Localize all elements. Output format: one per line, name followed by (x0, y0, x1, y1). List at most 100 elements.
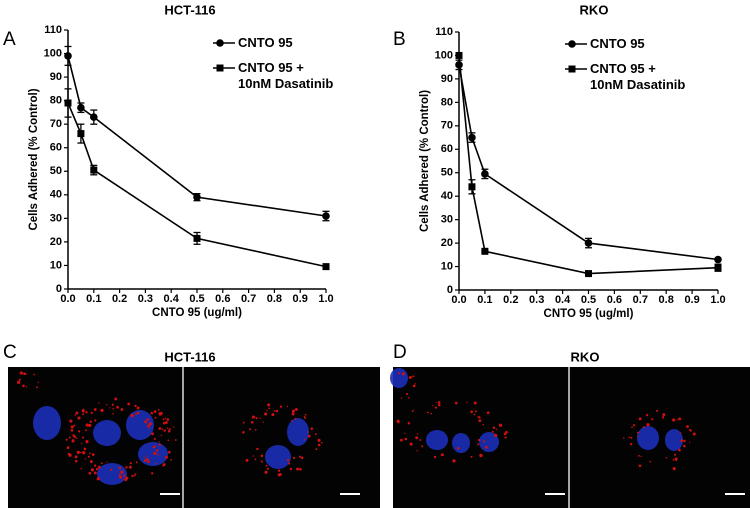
micrograph (393, 367, 750, 508)
speckle (315, 448, 318, 451)
speckle (130, 414, 134, 418)
y-tick-label: 110 (44, 24, 62, 36)
marker (568, 40, 576, 48)
speckle (83, 447, 87, 451)
x-tick-label: 0.1 (86, 293, 101, 305)
speckle (154, 416, 157, 419)
speckle (256, 447, 259, 451)
speckle (158, 441, 160, 443)
speckle (631, 426, 633, 429)
speckle (400, 397, 403, 399)
image-title: RKO (571, 349, 600, 364)
speckle (33, 373, 36, 376)
speckle (245, 458, 249, 462)
legend-swatch (213, 39, 235, 47)
legend-label: CNTO 95 + 10nM Dasatinib (590, 61, 686, 92)
speckle (81, 442, 83, 445)
speckle (22, 384, 25, 388)
speckle (166, 427, 169, 429)
speckle (640, 455, 642, 458)
speckle (112, 407, 115, 410)
marker (90, 166, 98, 174)
speckle (307, 434, 311, 438)
speckle (303, 438, 306, 441)
speckle (645, 413, 649, 417)
speckle (630, 436, 633, 439)
speckle (646, 423, 650, 427)
speckle (90, 411, 93, 415)
speckle (67, 452, 71, 456)
speckle (18, 378, 21, 381)
speckle (416, 433, 419, 435)
speckle (484, 445, 488, 449)
speckle (136, 411, 140, 415)
speckle (100, 462, 103, 465)
y-tick-label: 90 (441, 73, 453, 85)
speckle (164, 417, 167, 420)
speckle (82, 413, 84, 416)
speckle (155, 463, 157, 465)
speckle (434, 406, 437, 409)
speckle (304, 416, 307, 419)
speckle (77, 416, 81, 420)
speckle (254, 458, 257, 461)
y-tick-label: 90 (50, 71, 62, 83)
x-tick-label: 0.3 (138, 293, 153, 305)
speckle (277, 473, 281, 477)
speckle (164, 455, 168, 459)
speckle (90, 468, 95, 472)
x-tick-label: 0.2 (112, 293, 127, 305)
speckle (320, 441, 323, 444)
speckle (656, 409, 659, 412)
speckle (629, 443, 633, 446)
speckle (689, 429, 692, 432)
speckle (84, 458, 87, 460)
y-tick-label: 10 (50, 259, 62, 271)
marker (322, 212, 330, 220)
speckle (106, 404, 108, 406)
speckle (686, 425, 689, 428)
speckle (119, 475, 123, 479)
speckle (477, 443, 480, 446)
speckle (267, 403, 271, 407)
speckle (286, 405, 289, 408)
speckle (470, 455, 473, 458)
y-tick-label: 70 (441, 120, 453, 132)
legend: CNTO 95 CNTO 95 + 10nM Dasatinib (564, 36, 685, 102)
speckle (399, 438, 403, 442)
speckle (255, 417, 258, 420)
speckle (294, 407, 298, 411)
speckle (304, 413, 307, 416)
speckle (310, 427, 314, 430)
speckle (483, 440, 486, 443)
speckle (94, 419, 97, 422)
speckle (317, 443, 321, 447)
speckle (157, 453, 159, 456)
nucleus (126, 410, 154, 440)
x-tick-label: 0.4 (555, 294, 571, 306)
speckle (80, 451, 82, 454)
x-tick-label: 1.0 (710, 294, 725, 306)
speckle (286, 458, 290, 462)
speckle (287, 462, 291, 465)
nucleus (637, 426, 659, 450)
x-tick-label: 0.9 (684, 294, 699, 306)
speckle (74, 459, 78, 463)
speckle (82, 451, 86, 455)
speckle (69, 419, 73, 423)
speckle (266, 467, 269, 470)
speckle (164, 421, 168, 424)
speckle (665, 456, 668, 459)
speckle (279, 405, 283, 408)
x-tick-label: 0.8 (659, 294, 674, 306)
x-tick-label: 0.7 (633, 294, 648, 306)
speckle (264, 412, 267, 414)
speckle (158, 427, 162, 430)
speckle (662, 413, 666, 417)
y-tick-label: 20 (441, 237, 453, 249)
speckle (123, 478, 125, 481)
speckle (433, 455, 437, 459)
speckle (437, 403, 441, 407)
speckle (493, 433, 498, 437)
